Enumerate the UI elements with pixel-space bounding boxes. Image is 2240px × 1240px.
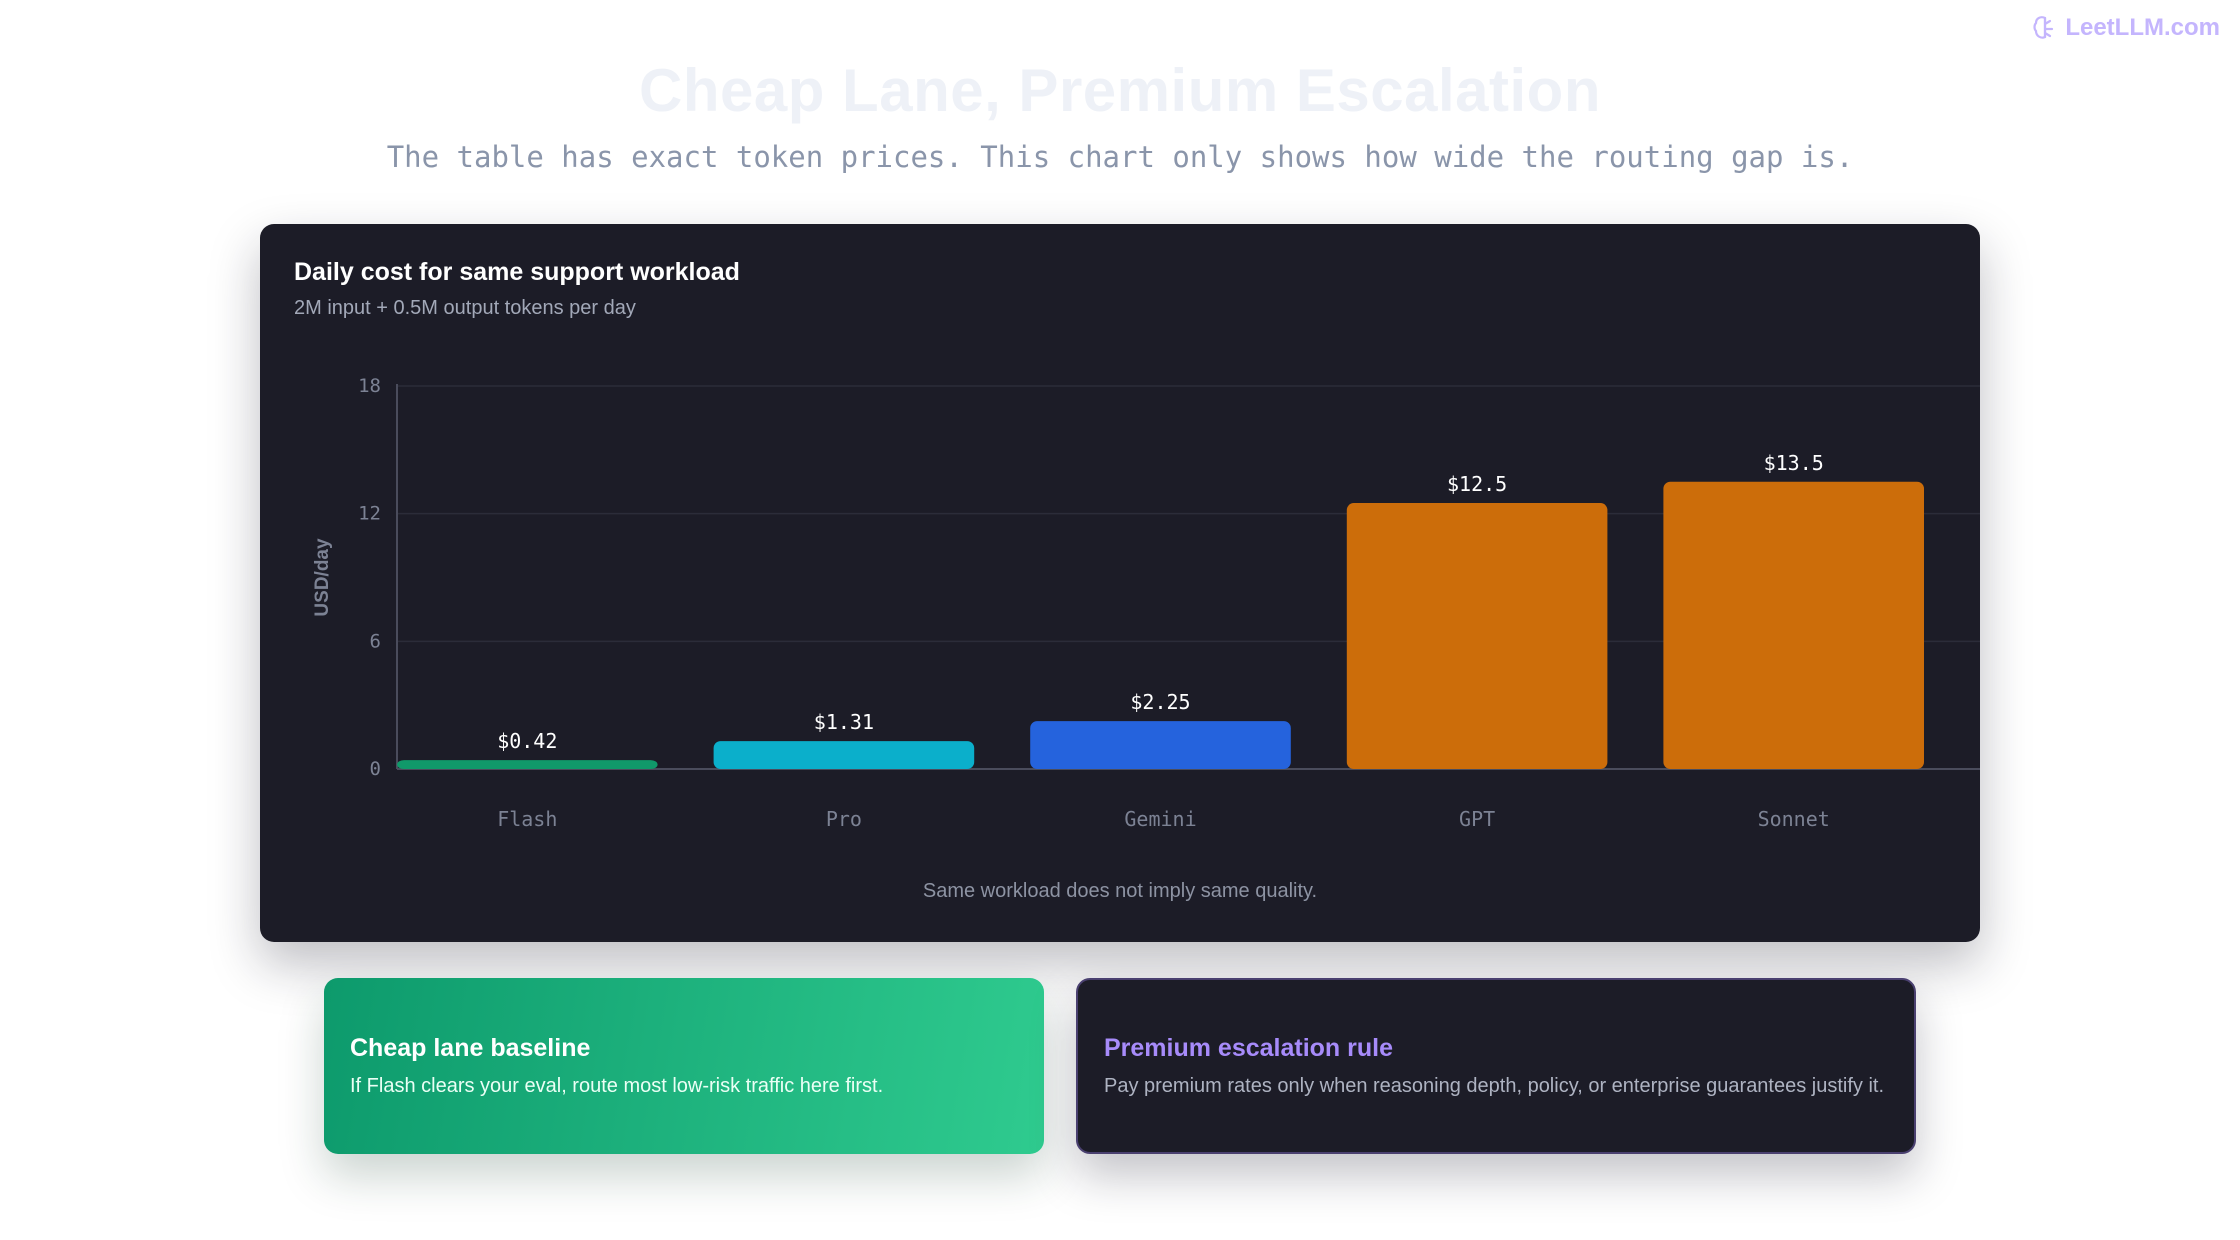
page-title: Cheap Lane, Premium Escalation: [639, 57, 1601, 124]
bar-flash: [397, 760, 658, 769]
chart-title: Daily cost for same support workload: [294, 258, 740, 286]
bar-value-label: $12.5: [1447, 472, 1507, 496]
bar-value-label: $0.42: [497, 729, 557, 753]
brand-name: LeetLLM.com: [2065, 14, 2220, 41]
y-tick-label: 18: [358, 375, 381, 397]
brand-logo[interactable]: LeetLLM.com: [2033, 14, 2220, 42]
y-tick-label: 12: [358, 503, 381, 525]
premium-rule-text: Pay premium rates only when reasoning de…: [1104, 1074, 1885, 1097]
x-tick-label: Gemini: [1124, 807, 1196, 831]
y-tick-label: 6: [370, 630, 381, 652]
bar-gpt: [1346, 503, 1608, 769]
page-subtitle: The table has exact token prices. This c…: [386, 140, 1854, 174]
cheap-lane-panel: Cheap lane baseline If Flash clears your…: [324, 978, 1044, 1154]
chart-caption: Same workload does not imply same qualit…: [922, 880, 1318, 902]
x-tick-label: Pro: [826, 807, 862, 831]
x-tick-label: Flash: [497, 807, 557, 831]
cost-bar-chart: 0 6 12 18 USD/day $0.42 Flash $1.31 Pro $2.25 Gemi…: [312, 375, 1980, 831]
bar-pro: [713, 741, 975, 769]
bar-value-label: $1.31: [814, 710, 874, 734]
cheap-lane-text: If Flash clears your eval, route most lo…: [350, 1074, 884, 1097]
chart-subtitle: 2M input + 0.5M output tokens per day: [294, 297, 636, 319]
premium-rule-panel: Premium escalation rule Pay premium rate…: [1076, 978, 1916, 1154]
bar-gemini: [1030, 721, 1291, 769]
y-tick-label: 0: [370, 758, 381, 780]
cheap-lane-title: Cheap lane baseline: [350, 1033, 591, 1062]
bar-sonnet: [1663, 481, 1924, 769]
y-axis-label: USD/day: [312, 538, 333, 617]
chart-card: 0 6 12 18 USD/day $0.42 Flash $1.31 Pro $2.25 Gemi…: [260, 224, 1980, 942]
x-tick-label: Sonnet: [1758, 807, 1830, 831]
premium-rule-title: Premium escalation rule: [1104, 1033, 1394, 1062]
bar-value-label: $13.5: [1764, 451, 1824, 475]
bar-value-label: $2.25: [1130, 690, 1190, 714]
x-tick-label: GPT: [1459, 807, 1495, 831]
brain-icon: [2033, 16, 2054, 39]
